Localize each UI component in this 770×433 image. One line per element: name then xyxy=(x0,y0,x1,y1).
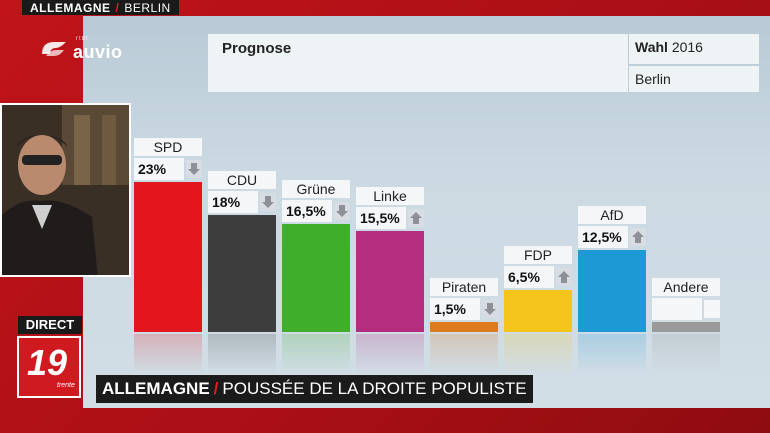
live-video-inset[interactable] xyxy=(0,103,131,277)
reporter-video-frame xyxy=(2,105,129,275)
bar-reflection-spd xyxy=(134,334,202,374)
bar-afd xyxy=(578,250,646,332)
bar-value-spd: 23% xyxy=(134,158,184,180)
channel-subtitle: trente xyxy=(57,382,75,389)
chart-title: Prognose xyxy=(222,40,292,57)
bar-andere xyxy=(652,322,720,332)
region-box: Berlin xyxy=(629,66,759,92)
bar-fdp xyxy=(504,289,572,332)
election-year: 2016 xyxy=(671,39,703,55)
region-label: Berlin xyxy=(635,71,671,87)
bar-label-grüne: Grüne xyxy=(282,180,350,199)
trend-empty-icon xyxy=(704,300,720,318)
lower-third-country: ALLEMAGNE xyxy=(102,379,210,398)
bar-reflection-andere xyxy=(652,334,720,374)
bar-cdu xyxy=(208,214,276,332)
bar-value-afd: 12,5% xyxy=(578,226,628,249)
logo-text: auvio xyxy=(73,42,123,62)
lower-third-headline: POUSSÉE DE LA DROITE POPULISTE xyxy=(222,379,527,398)
bar-value-grüne: 16,5% xyxy=(282,200,332,223)
bar-piraten xyxy=(430,322,498,332)
breadcrumb-country: ALLEMAGNE xyxy=(30,0,111,15)
channel-logo: 19 trente xyxy=(17,336,81,398)
breadcrumb-city: BERLIN xyxy=(124,0,171,15)
bar-reflection-grüne xyxy=(282,334,350,374)
direct-badge: DIRECT xyxy=(18,316,82,334)
channel-number: 19 xyxy=(27,342,68,383)
trend-up-icon xyxy=(630,228,646,247)
bar-spd xyxy=(134,182,202,332)
trend-down-icon xyxy=(334,202,350,221)
lower-third-separator: / xyxy=(213,379,219,398)
bar-label-linke: Linke xyxy=(356,186,424,205)
chart-panel: Prognose Wahl 2016 Berlin 23% SPD 18% CDU 16… xyxy=(83,16,770,408)
bar-linke xyxy=(356,230,424,332)
bar-label-spd: SPD xyxy=(134,138,202,156)
bar-label-cdu: CDU xyxy=(208,170,276,189)
trend-down-icon xyxy=(186,160,202,178)
trend-up-icon xyxy=(408,208,424,227)
breadcrumb-separator: / xyxy=(115,0,120,15)
election-box: Wahl 2016 xyxy=(629,34,759,64)
bar-value-fdp: 6,5% xyxy=(504,265,554,288)
bar-label-piraten: Piraten xyxy=(430,278,498,297)
trend-down-icon xyxy=(260,192,276,211)
bar-value-andere xyxy=(652,298,702,320)
election-label: Wahl 2016 xyxy=(635,39,703,55)
bar-label-fdp: FDP xyxy=(504,245,572,264)
bar-reflection-afd xyxy=(578,334,646,374)
lower-third: ALLEMAGNE / POUSSÉE DE LA DROITE POPULIS… xyxy=(96,375,533,403)
bar-value-piraten: 1,5% xyxy=(430,298,480,321)
breadcrumb: ALLEMAGNE / BERLIN xyxy=(22,0,179,15)
bar-grüne xyxy=(282,224,350,332)
bar-reflection-piraten xyxy=(430,334,498,374)
bar-reflection-linke xyxy=(356,334,424,374)
chart-title-box: Prognose xyxy=(208,34,628,92)
election-word: Wahl xyxy=(635,39,668,55)
bar-label-andere: Andere xyxy=(652,278,720,296)
bar-reflection-cdu xyxy=(208,334,276,374)
bar-label-afd: AfD xyxy=(578,206,646,225)
bar-reflection-fdp xyxy=(504,334,572,374)
trend-up-icon xyxy=(556,267,572,286)
bar-value-cdu: 18% xyxy=(208,190,258,213)
auvio-mark-icon xyxy=(42,42,66,56)
logo-small-text: rtbf xyxy=(76,36,89,42)
trend-down-icon xyxy=(482,300,498,319)
bar-value-linke: 15,5% xyxy=(356,206,406,229)
